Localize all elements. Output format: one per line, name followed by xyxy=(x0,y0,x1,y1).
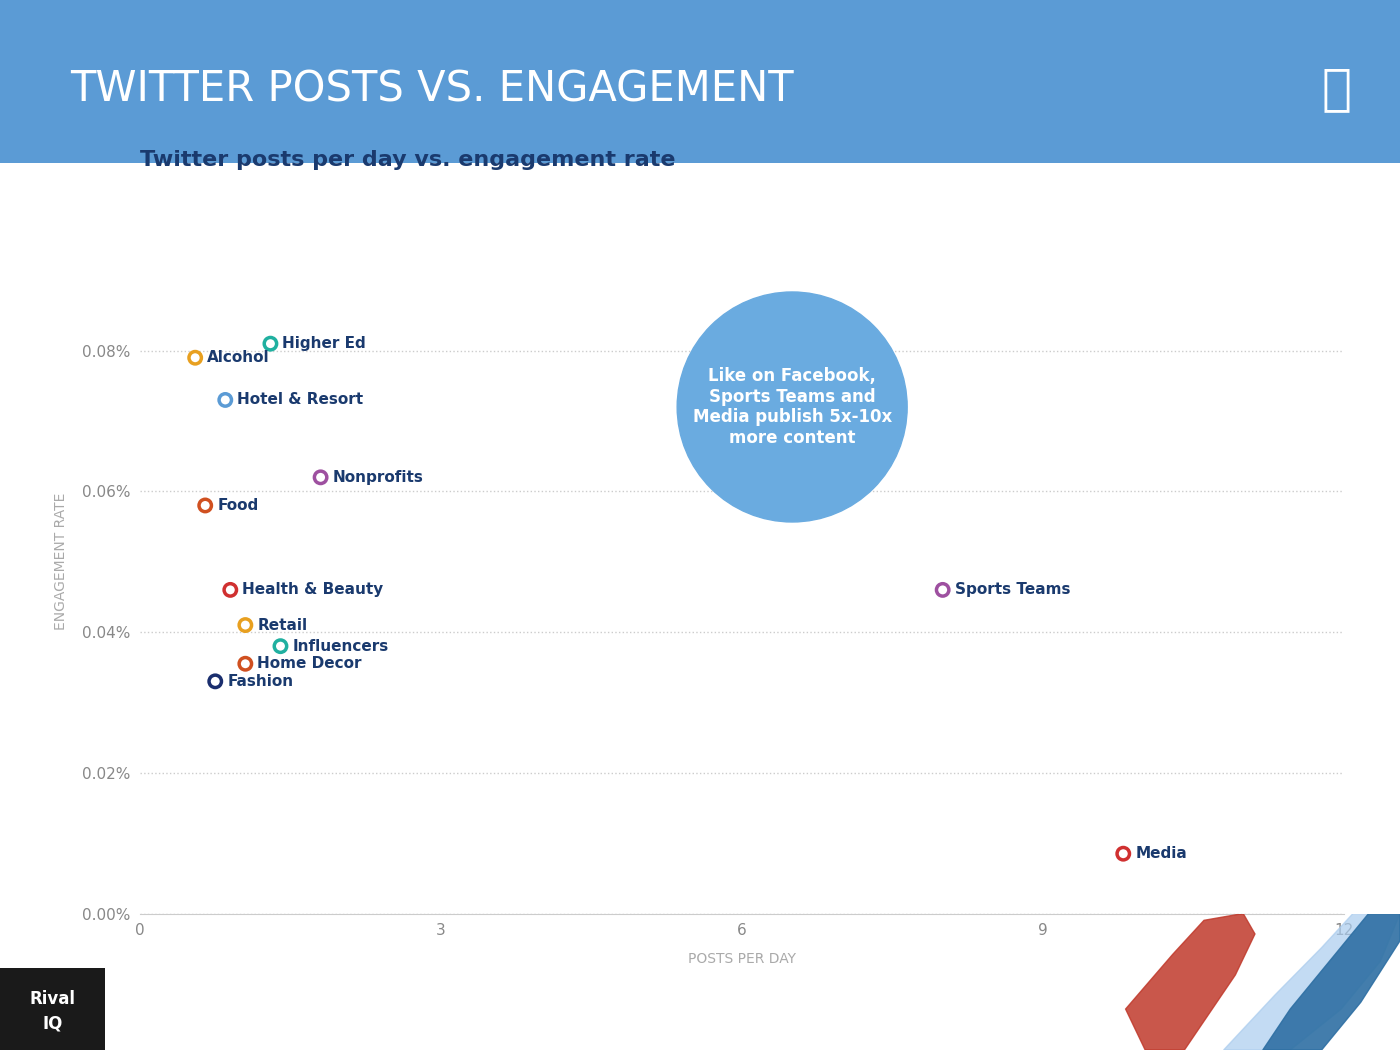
Text: Retail: Retail xyxy=(258,617,308,632)
Text: IQ: IQ xyxy=(42,1014,63,1033)
Text: Hotel & Resort: Hotel & Resort xyxy=(238,393,364,407)
Text: Nonprofits: Nonprofits xyxy=(333,469,424,485)
Text: Rival: Rival xyxy=(29,990,76,1008)
Text: Media: Media xyxy=(1135,846,1187,861)
Point xyxy=(259,335,281,352)
Point xyxy=(218,582,242,598)
FancyBboxPatch shape xyxy=(0,0,1400,163)
X-axis label: POSTS PER DAY: POSTS PER DAY xyxy=(687,952,797,966)
Text: Like on Facebook,
Sports Teams and
Media publish 5x-10x
more content: Like on Facebook, Sports Teams and Media… xyxy=(693,366,892,447)
FancyBboxPatch shape xyxy=(0,968,105,1050)
Text: Alcohol: Alcohol xyxy=(207,351,270,365)
Point xyxy=(931,582,953,598)
Polygon shape xyxy=(1224,914,1400,1050)
Point xyxy=(234,655,256,672)
Point xyxy=(195,497,217,513)
Point xyxy=(1112,845,1134,862)
Text: Fashion: Fashion xyxy=(227,674,294,689)
Text: 🐦: 🐦 xyxy=(1322,65,1352,113)
Polygon shape xyxy=(1126,914,1254,1050)
Point xyxy=(204,673,227,690)
Point xyxy=(234,616,256,633)
Polygon shape xyxy=(1263,914,1400,1050)
Text: Health & Beauty: Health & Beauty xyxy=(242,583,384,597)
Point xyxy=(269,637,291,654)
Point xyxy=(183,350,206,366)
Y-axis label: ENGAGEMENT RATE: ENGAGEMENT RATE xyxy=(53,494,67,630)
Point xyxy=(214,392,237,408)
Ellipse shape xyxy=(678,292,907,522)
Text: Twitter posts per day vs. engagement rate: Twitter posts per day vs. engagement rat… xyxy=(140,150,675,170)
Text: Food: Food xyxy=(217,498,259,513)
Point xyxy=(309,469,332,486)
Text: Higher Ed: Higher Ed xyxy=(283,336,367,351)
Text: Sports Teams: Sports Teams xyxy=(955,583,1070,597)
Text: TWITTER POSTS VS. ENGAGEMENT: TWITTER POSTS VS. ENGAGEMENT xyxy=(70,68,794,110)
Text: Influencers: Influencers xyxy=(293,638,389,654)
Text: Home Decor: Home Decor xyxy=(258,656,361,671)
